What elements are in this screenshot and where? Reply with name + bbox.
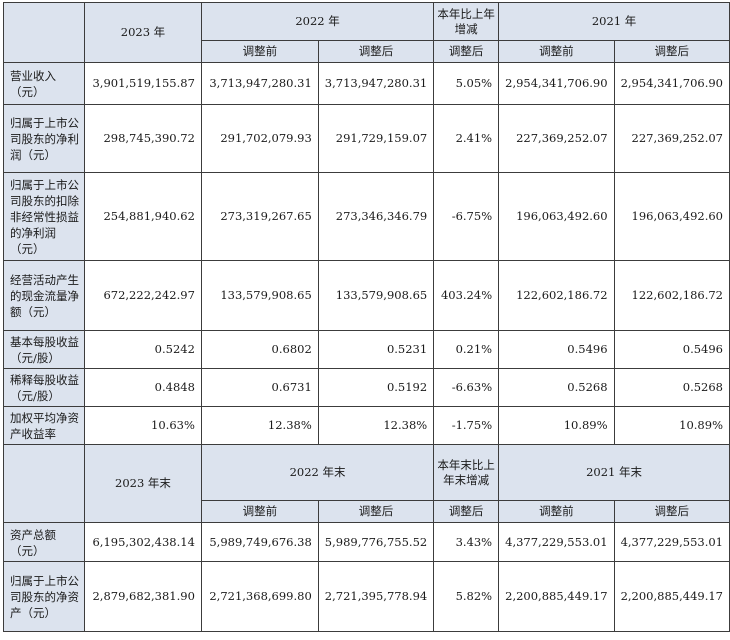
value-2021-after: 122,602,186.72 [613,260,730,331]
value-2021-before: 2,954,341,706.90 [498,62,615,105]
header-2021-end-before: 调整前 [498,500,615,523]
value-2023: 10.63% [84,406,202,445]
value-2022-after: 3,713,947,280.31 [317,62,435,105]
header-2021-after: 调整后 [613,40,730,63]
value-2022-after: 5,989,776,755.52 [317,522,435,562]
value-2022-after: 12.38% [317,406,435,445]
value-2022-before: 5,989,749,676.38 [200,522,319,562]
value-2022-before: 0.6802 [200,330,319,369]
value-2021-after: 10.89% [613,406,730,445]
header-blank-cell [2,2,86,63]
table-row: 归属于上市公司股东的扣除非经常性损益的净利润（元） 254,881,940.62… [2,172,730,261]
value-2021-before: 227,369,252.07 [498,104,615,173]
value-2022-after: 0.5231 [317,330,435,369]
table-row: 加权平均净资产收益率 10.63% 12.38% 12.38% -1.75% 1… [2,406,730,445]
value-2023: 3,901,519,155.87 [84,62,202,105]
value-2022-after: 2,721,395,778.94 [317,561,435,632]
value-change: 5.05% [433,62,500,105]
value-2023: 254,881,940.62 [84,172,202,261]
value-change: -6.63% [433,368,500,407]
value-2021-after: 2,954,341,706.90 [613,62,730,105]
table-row: 基本每股收益（元/股） 0.5242 0.6802 0.5231 0.21% 0… [2,330,730,369]
value-change: 5.82% [433,561,500,632]
value-change: 3.43% [433,522,500,562]
row-label: 基本每股收益（元/股） [2,330,86,369]
value-2021-after: 0.5268 [613,368,730,407]
value-2021-after: 0.5496 [613,330,730,369]
row-label: 归属于上市公司股东的净利润（元） [2,104,86,173]
table-row: 归属于上市公司股东的净资产（元） 2,879,682,381.90 2,721,… [2,561,730,632]
value-change: -6.75% [433,172,500,261]
value-2022-before: 291,702,079.93 [200,104,319,173]
header-2021-end-after: 调整后 [613,500,730,523]
value-2021-before: 122,602,186.72 [498,260,615,331]
row-label: 归属于上市公司股东的净资产（元） [2,561,86,632]
header-2022-end: 2022 年末 [200,444,435,501]
header-2022-before: 调整前 [200,40,319,63]
table-row: 资产总额（元） 6,195,302,438.14 5,989,749,676.3… [2,522,730,562]
row-label: 归属于上市公司股东的扣除非经常性损益的净利润（元） [2,172,86,261]
value-2021-after: 4,377,229,553.01 [613,522,730,562]
header-2021: 2021 年 [498,2,730,41]
value-2022-after: 133,579,908.65 [317,260,435,331]
row-label: 营业收入（元） [2,62,86,105]
value-2021-before: 10.89% [498,406,615,445]
row-label: 资产总额（元） [2,522,86,562]
value-2023: 672,222,242.97 [84,260,202,331]
value-2021-before: 2,200,885,449.17 [498,561,615,632]
value-change: -1.75% [433,406,500,445]
value-2023: 298,745,390.72 [84,104,202,173]
value-2022-after: 273,346,346.79 [317,172,435,261]
header-blank-cell [2,444,86,523]
value-change: 0.21% [433,330,500,369]
header-change: 本年比上年增减 [433,2,500,41]
header-change-end: 本年末比上年末增减 [433,444,500,501]
row-label: 稀释每股收益（元/股） [2,368,86,407]
value-2023: 2,879,682,381.90 [84,561,202,632]
value-2021-before: 0.5268 [498,368,615,407]
header-2022: 2022 年 [200,2,435,41]
value-2021-before: 196,063,492.60 [498,172,615,261]
header-2022-end-before: 调整前 [200,500,319,523]
header-2023: 2023 年 [84,2,202,63]
value-2022-before: 133,579,908.65 [200,260,319,331]
value-2022-before: 3,713,947,280.31 [200,62,319,105]
value-2022-after: 291,729,159.07 [317,104,435,173]
header-2023-end: 2023 年末 [84,444,202,523]
value-2021-after: 196,063,492.60 [613,172,730,261]
header-change-end-after: 调整后 [433,500,500,523]
value-2021-before: 4,377,229,553.01 [498,522,615,562]
header-2022-end-after: 调整后 [317,500,435,523]
row-label: 加权平均净资产收益率 [2,406,86,445]
value-2022-after: 0.5192 [317,368,435,407]
value-2023: 0.5242 [84,330,202,369]
table-row: 经营活动产生的现金流量净额（元） 672,222,242.97 133,579,… [2,260,730,331]
value-2021-after: 227,369,252.07 [613,104,730,173]
value-2023: 6,195,302,438.14 [84,522,202,562]
header-2021-end: 2021 年末 [498,444,730,501]
value-2023: 0.4848 [84,368,202,407]
value-change: 2.41% [433,104,500,173]
value-2022-before: 0.6731 [200,368,319,407]
value-change: 403.24% [433,260,500,331]
value-2022-before: 12.38% [200,406,319,445]
header-change-after: 调整后 [433,40,500,63]
table-row: 营业收入（元） 3,901,519,155.87 3,713,947,280.3… [2,62,730,105]
table-row: 稀释每股收益（元/股） 0.4848 0.6731 0.5192 -6.63% … [2,368,730,407]
value-2021-after: 2,200,885,449.17 [613,561,730,632]
table-row: 归属于上市公司股东的净利润（元） 298,745,390.72 291,702,… [2,104,730,173]
header-2021-before: 调整前 [498,40,615,63]
row-label: 经营活动产生的现金流量净额（元） [2,260,86,331]
header-2022-after: 调整后 [317,40,435,63]
value-2021-before: 0.5496 [498,330,615,369]
value-2022-before: 273,319,267.65 [200,172,319,261]
value-2022-before: 2,721,368,699.80 [200,561,319,632]
